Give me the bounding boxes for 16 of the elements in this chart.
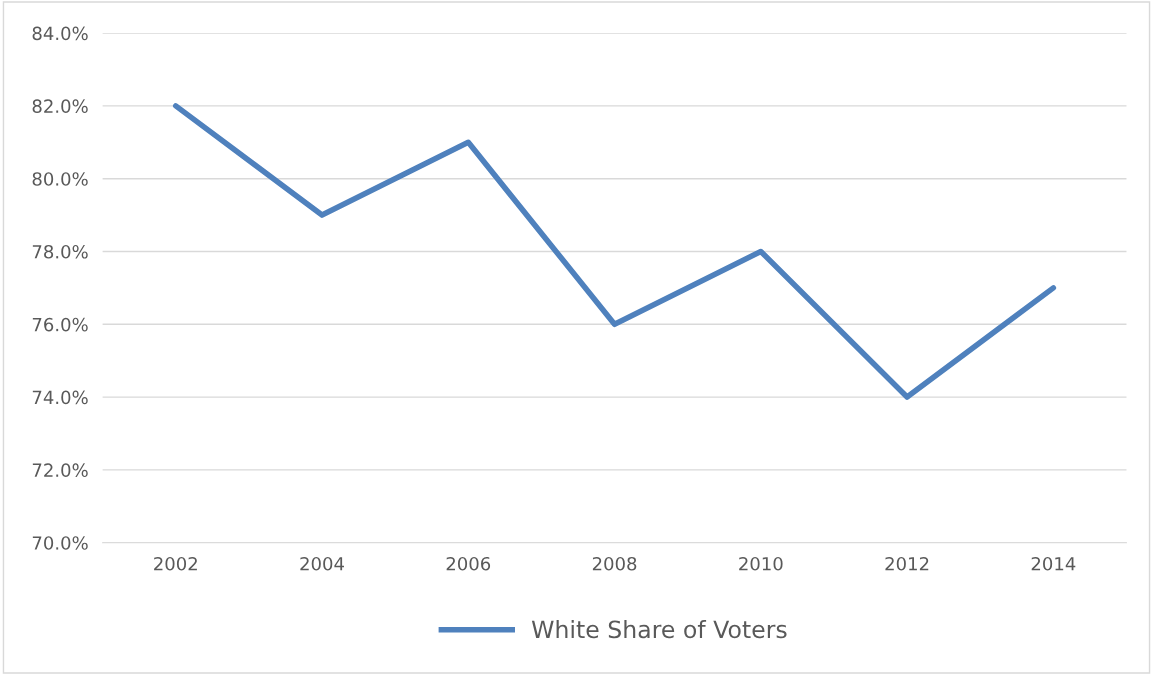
x-tick-label: 2008 xyxy=(592,556,637,571)
y-tick-label: 80.0% xyxy=(32,172,88,186)
x-tick-label: 2014 xyxy=(1031,556,1076,571)
x-tick-label: 2002 xyxy=(154,556,197,571)
x-tick-label: 2004 xyxy=(300,556,344,571)
y-tick-label: 70.0% xyxy=(32,536,88,550)
y-tick-label: 82.0% xyxy=(32,99,88,113)
x-tick-label: 2012 xyxy=(885,556,929,571)
x-tick-label: 2010 xyxy=(739,556,783,571)
y-tick-label: 76.0% xyxy=(32,317,88,332)
legend-label: White Share of Voters xyxy=(531,620,787,639)
y-tick-label: 84.0% xyxy=(32,26,88,41)
y-tick-label: 74.0% xyxy=(32,390,88,405)
y-tick-label: 72.0% xyxy=(32,463,88,478)
x-tick-label: 2006 xyxy=(446,556,491,571)
y-tick-label: 78.0% xyxy=(32,244,88,259)
